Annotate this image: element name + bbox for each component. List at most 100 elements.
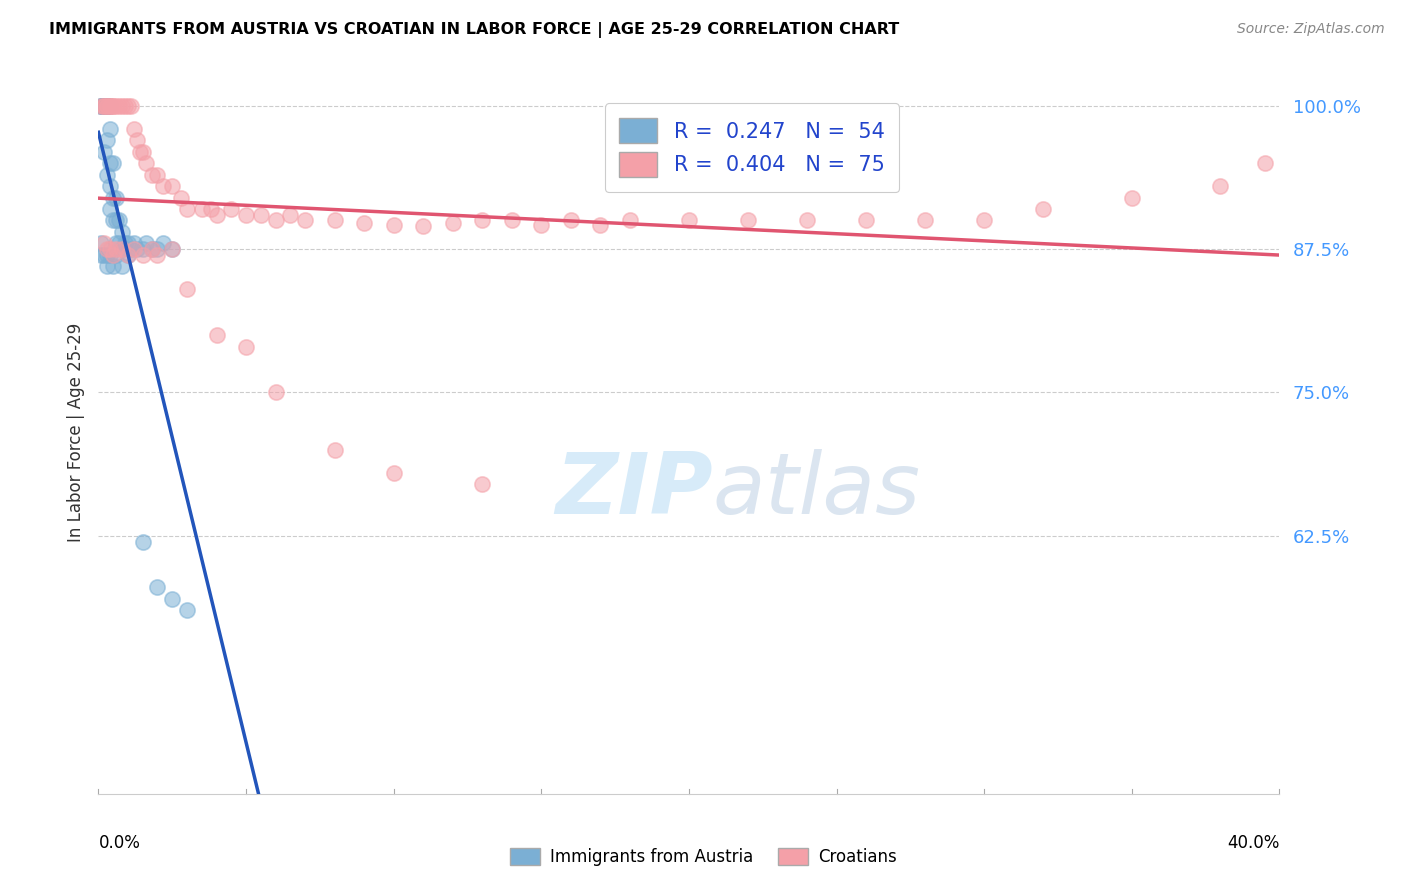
Point xyxy=(914,213,936,227)
Point xyxy=(122,236,145,251)
Point xyxy=(471,477,494,491)
Text: 0.0%: 0.0% xyxy=(98,834,141,852)
Point xyxy=(105,99,128,113)
Point xyxy=(103,190,125,204)
Point xyxy=(96,133,118,147)
Point xyxy=(141,242,163,256)
Point xyxy=(111,225,134,239)
Point xyxy=(105,236,128,251)
Point xyxy=(105,242,128,256)
Point xyxy=(264,213,287,227)
Point xyxy=(96,99,118,113)
Point xyxy=(93,99,115,113)
Point xyxy=(117,248,139,262)
Point xyxy=(141,168,163,182)
Point xyxy=(96,242,118,256)
Point xyxy=(619,213,641,227)
Point xyxy=(146,581,169,595)
Point xyxy=(117,236,139,251)
Point xyxy=(98,156,121,170)
Point xyxy=(103,99,125,113)
Point xyxy=(122,121,145,136)
Point xyxy=(412,219,434,234)
Point xyxy=(250,208,273,222)
Point xyxy=(323,213,346,227)
Point xyxy=(235,340,257,354)
Point xyxy=(108,236,131,251)
Text: ZIP: ZIP xyxy=(555,449,713,532)
Point xyxy=(132,145,155,159)
Point xyxy=(103,248,125,262)
Point xyxy=(128,145,150,159)
Point xyxy=(93,99,115,113)
Point xyxy=(114,236,136,251)
Point xyxy=(90,248,112,262)
Point xyxy=(96,248,118,262)
Point xyxy=(1209,179,1232,194)
Point xyxy=(146,248,169,262)
Point xyxy=(93,248,115,262)
Point xyxy=(678,213,700,227)
Point xyxy=(96,99,118,113)
Text: Source: ZipAtlas.com: Source: ZipAtlas.com xyxy=(1237,22,1385,37)
Point xyxy=(162,179,183,194)
Text: IMMIGRANTS FROM AUSTRIA VS CROATIAN IN LABOR FORCE | AGE 25-29 CORRELATION CHART: IMMIGRANTS FROM AUSTRIA VS CROATIAN IN L… xyxy=(49,22,900,38)
Point xyxy=(382,466,405,480)
Point xyxy=(117,248,139,262)
Point xyxy=(264,385,287,400)
Point xyxy=(471,213,494,227)
Point xyxy=(589,218,612,232)
Point xyxy=(382,218,405,232)
Point xyxy=(90,99,112,113)
Point xyxy=(90,99,112,113)
Point xyxy=(501,213,523,227)
Point xyxy=(105,248,128,262)
Point xyxy=(93,99,115,113)
Point xyxy=(98,202,121,216)
Point xyxy=(108,99,131,113)
Point xyxy=(103,156,125,170)
Point xyxy=(152,179,174,194)
Point xyxy=(323,442,346,457)
Point xyxy=(1121,190,1143,204)
Point xyxy=(98,121,121,136)
Point xyxy=(93,145,115,159)
Point xyxy=(120,242,142,256)
Point xyxy=(111,260,134,274)
Point xyxy=(93,236,115,251)
Point xyxy=(235,208,257,222)
Point xyxy=(176,603,198,617)
Point xyxy=(152,236,174,251)
Point xyxy=(1032,202,1054,216)
Legend: Immigrants from Austria, Croatians: Immigrants from Austria, Croatians xyxy=(503,841,903,873)
Y-axis label: In Labor Force | Age 25-29: In Labor Force | Age 25-29 xyxy=(66,323,84,542)
Point xyxy=(96,99,118,113)
Point xyxy=(93,99,115,113)
Point xyxy=(162,591,183,606)
Point xyxy=(98,99,121,113)
Point xyxy=(191,202,214,216)
Point xyxy=(146,168,169,182)
Point xyxy=(125,242,148,256)
Point xyxy=(176,202,198,216)
Text: atlas: atlas xyxy=(713,449,921,532)
Point xyxy=(132,248,155,262)
Point xyxy=(441,216,464,230)
Point xyxy=(98,99,121,113)
Point xyxy=(132,534,155,549)
Point xyxy=(114,99,136,113)
Point xyxy=(96,99,118,113)
Point xyxy=(103,260,125,274)
Point xyxy=(90,236,112,251)
Point xyxy=(111,242,134,256)
Point xyxy=(103,213,125,227)
Point xyxy=(221,202,243,216)
Point xyxy=(146,242,169,256)
Point xyxy=(1254,156,1277,170)
Point xyxy=(96,99,118,113)
Point xyxy=(205,208,228,222)
Point xyxy=(162,242,183,256)
Point xyxy=(162,242,183,256)
Point xyxy=(353,216,375,230)
Point xyxy=(105,213,128,227)
